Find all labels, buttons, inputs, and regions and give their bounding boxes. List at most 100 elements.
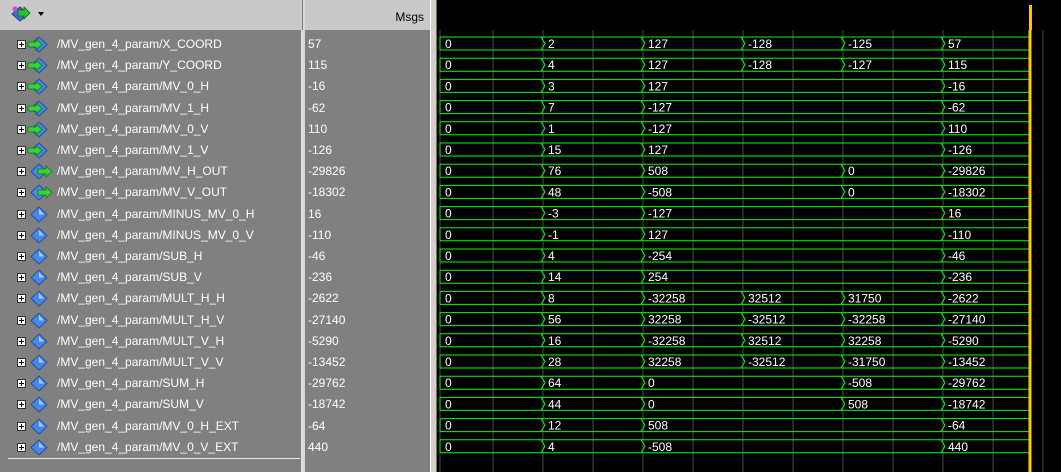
signal-row[interactable]: /MV_gen_4_param/MINUS_MV_0_V	[0, 225, 303, 246]
value-row: -18302	[305, 182, 430, 203]
signal-row[interactable]: /MV_gen_4_param/MV_V_OUT	[0, 182, 303, 203]
pane-splitter[interactable]	[430, 0, 437, 472]
bus-transition	[640, 354, 646, 369]
expand-icon[interactable]	[17, 103, 26, 113]
expand-icon[interactable]	[17, 146, 26, 155]
input-port-icon	[27, 142, 48, 159]
expand-icon[interactable]	[17, 315, 26, 325]
bus-value-label: 1	[548, 122, 555, 136]
signal-names-pane: /MV_gen_4_param/X_COORD/MV_gen_4_param/Y…	[0, 30, 303, 472]
bus-transition	[640, 79, 646, 93]
value-row: -16	[305, 76, 430, 97]
expand-icon[interactable]	[17, 336, 26, 346]
waveform-area[interactable]: 0 2 127 -128 -125 57 0 4 127 -128 -127 115 0 3 127 -16 0…	[437, 30, 1061, 472]
signal-row[interactable]: /MV_gen_4_param/SUM_H	[0, 373, 303, 394]
bus-value-label: 15	[548, 143, 562, 157]
bus-value-label: -32258	[848, 313, 886, 327]
signal-value: -16	[308, 79, 326, 94]
internal-signal-icon	[30, 311, 48, 329]
signal-row[interactable]: /MV_gen_4_param/MV_0_H_EXT	[0, 416, 303, 437]
bus-value-label: -254	[648, 249, 672, 263]
signal-row[interactable]: /MV_gen_4_param/Y_COORD	[0, 55, 303, 76]
signal-name: /MV_gen_4_param/MV_H_OUT	[57, 164, 228, 179]
bus-value-label: 0	[445, 79, 452, 93]
signal-row[interactable]: /MV_gen_4_param/MULT_V_V	[0, 352, 303, 373]
chevron-down-icon[interactable]	[38, 12, 44, 16]
bus-transition	[640, 333, 646, 348]
value-row: -46	[305, 246, 430, 267]
value-row: -110	[305, 225, 430, 246]
input-port-icon	[27, 78, 48, 96]
bus-value-label: 4	[548, 440, 555, 454]
expand-icon[interactable]	[17, 61, 26, 71]
expand-icon[interactable]	[17, 82, 26, 92]
bus-transition	[640, 36, 646, 51]
signal-row[interactable]: /MV_gen_4_param/MV_0_H	[0, 76, 303, 97]
signal-name: /MV_gen_4_param/MINUS_MV_0_H	[57, 206, 255, 221]
expand-icon[interactable]	[17, 379, 26, 389]
pane-splitter[interactable]	[303, 0, 305, 472]
signal-values-pane: 57 115 -16 -62 110 -126 -29826 -18302 16 -110 -46 -…	[305, 30, 430, 472]
expand-icon[interactable]	[17, 230, 26, 240]
bus-value-label: 0	[848, 185, 855, 199]
expand-icon[interactable]	[17, 252, 26, 261]
bus-transition	[940, 57, 946, 72]
bus-transition	[840, 185, 846, 199]
bus-value-label: 4	[548, 249, 555, 263]
signal-row[interactable]: /MV_gen_4_param/X_COORD	[0, 34, 303, 55]
bus-value-label: 508	[648, 419, 668, 433]
horizontal-scrollbar[interactable]	[8, 458, 300, 459]
bus-transition	[540, 248, 546, 263]
signal-row[interactable]: /MV_gen_4_param/MINUS_MV_0_H	[0, 204, 303, 225]
value-row: 115	[305, 55, 430, 76]
bus-value-label: 508	[848, 397, 868, 411]
signal-row[interactable]: /MV_gen_4_param/SUM_V	[0, 394, 303, 415]
signal-name: /MV_gen_4_param/Y_COORD	[57, 58, 222, 73]
signal-row[interactable]: /MV_gen_4_param/MULT_V_H	[0, 331, 303, 352]
value-row: -2622	[305, 288, 430, 309]
expand-icon[interactable]	[17, 442, 26, 452]
expand-icon[interactable]	[17, 400, 26, 410]
bus-value-label: 0	[648, 376, 655, 390]
signal-value: -126	[308, 143, 333, 157]
signal-row[interactable]: /MV_gen_4_param/MULT_H_H	[0, 288, 303, 309]
signal-row[interactable]: /MV_gen_4_param/MV_1_H	[0, 98, 303, 119]
signal-group-icon[interactable]	[10, 5, 34, 23]
expand-icon[interactable]	[17, 273, 26, 283]
expand-icon[interactable]	[17, 421, 26, 431]
signal-value: -5290	[308, 333, 339, 348]
expand-icon[interactable]	[17, 124, 26, 134]
expand-icon[interactable]	[17, 294, 26, 304]
expand-icon[interactable]	[17, 167, 26, 177]
signal-row[interactable]: /MV_gen_4_param/MULT_H_V	[0, 310, 303, 331]
expand-icon[interactable]	[17, 40, 26, 49]
bus-value-label: 0	[848, 164, 855, 178]
signal-row[interactable]: /MV_gen_4_param/MV_H_OUT	[0, 161, 303, 182]
signal-row[interactable]: /MV_gen_4_param/MV_1_V	[0, 140, 303, 161]
bus-value-label: -27140	[948, 313, 986, 327]
bus-transition	[540, 333, 546, 348]
bus-value-label: -127	[648, 101, 672, 115]
bus-value-label: 0	[445, 185, 452, 199]
expand-icon[interactable]	[17, 188, 26, 198]
bus-value-label: -2622	[948, 291, 979, 305]
bus-transition	[840, 57, 846, 72]
bus-transition	[640, 291, 646, 305]
signal-row[interactable]: /MV_gen_4_param/MV_0_V	[0, 119, 303, 140]
bus-value-label: 32258	[648, 313, 682, 327]
signal-row[interactable]: /MV_gen_4_param/SUB_V	[0, 267, 303, 288]
value-row: -29762	[305, 373, 430, 394]
bus-transition	[840, 36, 846, 51]
bus-value-label: 0	[445, 58, 452, 72]
bus-value-label: 32258	[648, 355, 682, 369]
expand-icon[interactable]	[17, 358, 26, 367]
bus-value-label: 127	[648, 79, 668, 93]
bus-transition	[840, 375, 846, 390]
signal-row[interactable]: /MV_gen_4_param/SUB_H	[0, 246, 303, 267]
signal-row[interactable]: /MV_gen_4_param/MV_0_V_EXT	[0, 437, 303, 458]
expand-icon[interactable]	[17, 209, 26, 219]
wave-header	[437, 5, 1061, 30]
bus-transition	[640, 312, 646, 326]
input-port-icon	[27, 57, 48, 74]
